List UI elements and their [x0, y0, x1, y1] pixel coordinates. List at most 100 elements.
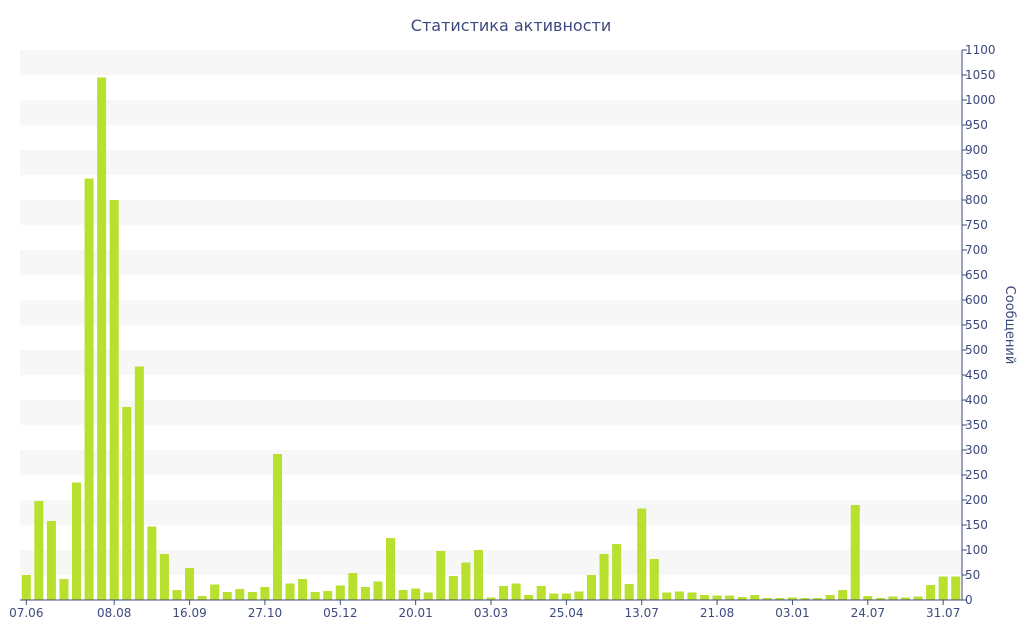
y-tick-label: 550: [965, 318, 988, 332]
bar: [436, 551, 446, 600]
bar: [97, 77, 107, 600]
bar: [272, 454, 282, 600]
bar: [335, 585, 345, 600]
bar: [222, 592, 232, 600]
y-tick-label: 700: [965, 243, 988, 257]
y-tick-label: 850: [965, 168, 988, 182]
bar: [926, 585, 936, 600]
bar: [737, 597, 747, 600]
y-tick-label: 50: [965, 568, 980, 582]
bar: [386, 538, 396, 600]
y-tick-label: 0: [965, 593, 973, 607]
x-tick-label: 27.10: [248, 606, 282, 620]
bar: [172, 590, 182, 600]
bar: [938, 576, 948, 600]
bar: [84, 178, 94, 600]
bar: [109, 200, 119, 600]
bar: [913, 596, 923, 600]
y-tick-label: 400: [965, 393, 988, 407]
bar: [712, 595, 722, 600]
bar: [662, 592, 672, 600]
bar: [285, 583, 295, 600]
y-tick-label: 600: [965, 293, 988, 307]
x-tick-label: 25.04: [549, 606, 583, 620]
x-tick-label: 21.08: [700, 606, 734, 620]
bar: [637, 508, 647, 600]
bar: [486, 597, 496, 600]
grid-band: [20, 350, 962, 375]
bar: [586, 575, 596, 600]
bar: [72, 482, 82, 600]
x-tick-label: 16.09: [172, 606, 206, 620]
y-tick-label: 100: [965, 543, 988, 557]
x-tick-label: 24.07: [851, 606, 885, 620]
x-tick-label: 08.08: [97, 606, 131, 620]
bar: [549, 593, 559, 600]
bar: [423, 592, 433, 600]
chart-title: Статистика активности: [411, 16, 611, 35]
y-tick-label: 200: [965, 493, 988, 507]
y-tick-label: 150: [965, 518, 988, 532]
bar: [900, 597, 910, 600]
grid-band: [20, 400, 962, 425]
bar: [21, 575, 31, 600]
y-tick-label: 650: [965, 268, 988, 282]
grid-band: [20, 450, 962, 475]
grid-band: [20, 500, 962, 525]
y-tick-label: 300: [965, 443, 988, 457]
bar: [260, 587, 270, 600]
bar: [674, 591, 684, 600]
y-tick-label: 1100: [965, 43, 996, 57]
bar: [134, 366, 144, 600]
bar: [210, 584, 220, 600]
bar: [499, 586, 509, 600]
grid-band: [20, 300, 962, 325]
x-tick-label: 07.06: [9, 606, 43, 620]
bar: [235, 589, 245, 600]
bar: [398, 590, 408, 600]
y-tick-label: 900: [965, 143, 988, 157]
grid-band: [20, 100, 962, 125]
bar: [360, 587, 370, 600]
y-tick-label: 750: [965, 218, 988, 232]
bar: [775, 598, 785, 600]
bar: [612, 544, 622, 600]
y-tick-label: 250: [965, 468, 988, 482]
x-tick-label: 03.03: [474, 606, 508, 620]
y-axis-label: Сообщений: [1002, 286, 1017, 365]
bar: [687, 592, 697, 600]
bar: [46, 521, 56, 600]
bar: [411, 588, 421, 600]
bar: [787, 597, 797, 600]
x-tick-label: 20.01: [398, 606, 432, 620]
bar: [725, 595, 735, 600]
bar-series: [21, 77, 961, 600]
bar: [310, 592, 320, 600]
bar: [951, 576, 961, 600]
grid-band: [20, 50, 962, 75]
bar: [762, 598, 772, 600]
bar: [298, 579, 308, 600]
grid-band: [20, 150, 962, 175]
bar: [122, 407, 132, 600]
y-tick-label: 450: [965, 368, 988, 382]
bar: [649, 559, 659, 600]
bar: [624, 584, 634, 600]
bar: [750, 595, 760, 600]
x-tick-label: 31.07: [926, 606, 960, 620]
bar: [700, 595, 710, 600]
y-tick-label: 800: [965, 193, 988, 207]
bar: [34, 501, 44, 600]
bar: [561, 593, 571, 600]
y-tick-label: 950: [965, 118, 988, 132]
bar: [147, 526, 157, 600]
bar: [813, 598, 823, 600]
grid-bands: [20, 50, 962, 575]
bar: [574, 591, 584, 600]
x-tick-label: 13.07: [625, 606, 659, 620]
x-tick-label: 03.01: [775, 606, 809, 620]
bar: [875, 598, 885, 600]
y-tick-label: 1050: [965, 68, 996, 82]
bar: [448, 576, 458, 600]
